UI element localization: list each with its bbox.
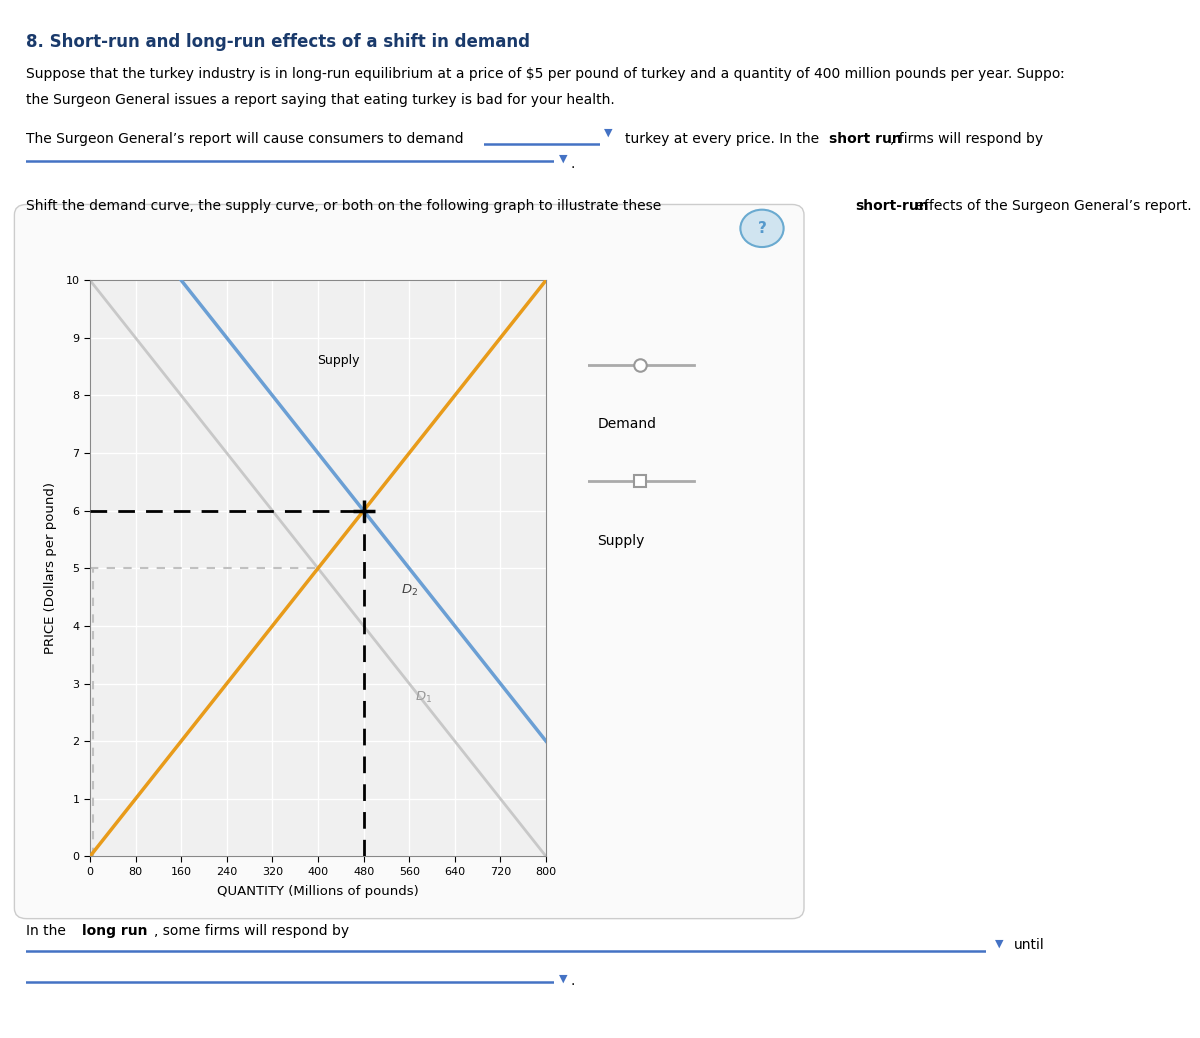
Text: ▼: ▼ xyxy=(559,974,568,984)
Text: .: . xyxy=(570,974,575,987)
Text: ▼: ▼ xyxy=(995,938,1003,949)
Text: Supply: Supply xyxy=(598,534,644,547)
Text: Demand: Demand xyxy=(598,417,656,431)
Text: Supply: Supply xyxy=(317,354,359,366)
Text: In the: In the xyxy=(26,924,71,937)
Text: ▼: ▼ xyxy=(559,154,568,164)
Text: the Surgeon General issues a report saying that eating turkey is bad for your he: the Surgeon General issues a report sayi… xyxy=(26,93,616,107)
Text: Shift the demand curve, the supply curve, or both on the following graph to illu: Shift the demand curve, the supply curve… xyxy=(26,199,666,213)
Text: short-run: short-run xyxy=(856,199,929,213)
Text: The Surgeon General’s report will cause consumers to demand: The Surgeon General’s report will cause … xyxy=(26,132,464,145)
Text: ?: ? xyxy=(757,221,767,236)
Text: $D_2$: $D_2$ xyxy=(401,583,418,598)
Text: long run: long run xyxy=(82,924,148,937)
Text: , some firms will respond by: , some firms will respond by xyxy=(154,924,349,937)
Text: until: until xyxy=(1014,938,1045,952)
Text: ▼: ▼ xyxy=(604,128,612,138)
Text: $D_1$: $D_1$ xyxy=(415,690,432,705)
Text: 8. Short-run and long-run effects of a shift in demand: 8. Short-run and long-run effects of a s… xyxy=(26,33,530,51)
Circle shape xyxy=(740,210,784,247)
Text: turkey at every price. In the: turkey at every price. In the xyxy=(625,132,823,145)
Y-axis label: PRICE (Dollars per pound): PRICE (Dollars per pound) xyxy=(44,483,58,654)
X-axis label: QUANTITY (Millions of pounds): QUANTITY (Millions of pounds) xyxy=(217,885,419,898)
Text: , firms will respond by: , firms will respond by xyxy=(890,132,1044,145)
Text: short run: short run xyxy=(829,132,902,145)
Text: .: . xyxy=(570,157,575,170)
Text: effects of the Surgeon General’s report.: effects of the Surgeon General’s report. xyxy=(911,199,1192,213)
Text: Suppose that the turkey industry is in long-run equilibrium at a price of $5 per: Suppose that the turkey industry is in l… xyxy=(26,67,1066,81)
